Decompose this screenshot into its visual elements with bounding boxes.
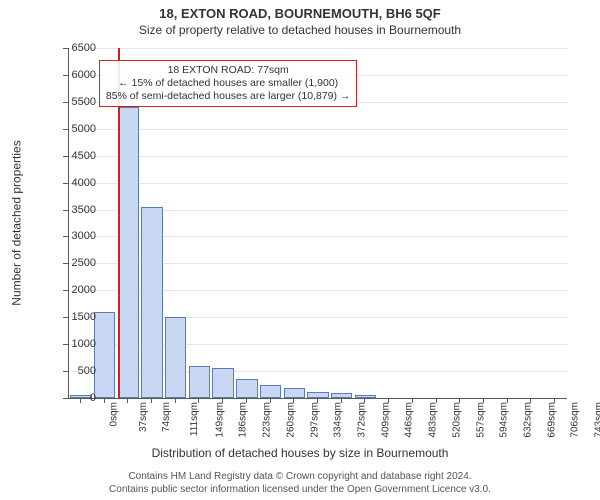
- x-tick-mark: [317, 398, 318, 403]
- x-tick-mark: [104, 398, 105, 403]
- x-tick-label: 186sqm: [238, 402, 249, 438]
- x-tick-mark: [127, 398, 128, 403]
- chart-title-main: 18, EXTON ROAD, BOURNEMOUTH, BH6 5QF: [0, 6, 600, 21]
- x-tick-label: 483sqm: [428, 402, 439, 438]
- x-tick-label: 669sqm: [546, 402, 557, 438]
- chart-title-sub: Size of property relative to detached ho…: [0, 23, 600, 37]
- x-tick-label: 706sqm: [570, 402, 581, 438]
- y-tick-label: 1000: [36, 338, 96, 350]
- y-tick-label: 1500: [36, 311, 96, 323]
- x-tick-label: 223sqm: [262, 402, 273, 438]
- x-tick-label: 632sqm: [523, 402, 534, 438]
- x-tick-label: 520sqm: [451, 402, 462, 438]
- x-tick-label: 409sqm: [380, 402, 391, 438]
- x-tick-mark: [246, 398, 247, 403]
- y-tick-label: 2000: [36, 284, 96, 296]
- plot-area: 18 EXTON ROAD: 77sqm← 15% of detached ho…: [68, 48, 567, 399]
- x-tick-label: 111sqm: [189, 402, 200, 436]
- annotation-layer: 18 EXTON ROAD: 77sqm← 15% of detached ho…: [69, 48, 567, 398]
- y-axis-label-text: Number of detached properties: [10, 140, 24, 305]
- x-tick-label: 557sqm: [475, 402, 486, 438]
- footer-line-2: Contains public sector information licen…: [0, 484, 600, 497]
- x-tick-mark: [459, 398, 460, 403]
- y-tick-label: 4500: [36, 150, 96, 162]
- x-axis-label: Distribution of detached houses by size …: [0, 446, 600, 460]
- footer-line-1: Contains HM Land Registry data © Crown c…: [0, 471, 600, 484]
- y-tick-label: 500: [36, 365, 96, 377]
- x-tick-label: 594sqm: [499, 402, 510, 438]
- x-tick-mark: [507, 398, 508, 403]
- x-tick-label: 149sqm: [214, 402, 225, 438]
- x-tick-mark: [175, 398, 176, 403]
- x-tick-mark: [364, 398, 365, 403]
- x-tick-mark: [412, 398, 413, 403]
- y-tick-label: 6500: [36, 42, 96, 54]
- x-tick-label: 743sqm: [594, 402, 600, 438]
- chart-container: { "titles": { "main": "18, EXTON ROAD, B…: [0, 0, 600, 500]
- x-tick-label: 37sqm: [138, 402, 149, 432]
- x-tick-mark: [270, 398, 271, 403]
- x-tick-label: 74sqm: [161, 402, 172, 432]
- x-tick-mark: [388, 398, 389, 403]
- y-tick-label: 2500: [36, 257, 96, 269]
- y-tick-label: 5500: [36, 96, 96, 108]
- x-tick-label: 372sqm: [357, 402, 368, 438]
- footer: Contains HM Land Registry data © Crown c…: [0, 471, 600, 496]
- annotation-line-2: ← 15% of detached houses are smaller (1,…: [106, 77, 351, 90]
- x-tick-mark: [530, 398, 531, 403]
- x-tick-mark: [554, 398, 555, 403]
- x-tick-mark: [198, 398, 199, 403]
- x-tick-mark: [80, 398, 81, 403]
- x-tick-mark: [483, 398, 484, 403]
- x-tick-label: 446sqm: [404, 402, 415, 438]
- x-tick-mark: [436, 398, 437, 403]
- annotation-line-3: 85% of semi-detached houses are larger (…: [106, 90, 351, 103]
- y-tick-label: 0: [36, 392, 96, 404]
- y-tick-label: 4000: [36, 177, 96, 189]
- x-tick-label: 334sqm: [333, 402, 344, 438]
- x-tick-mark: [151, 398, 152, 403]
- x-tick-label: 260sqm: [285, 402, 296, 438]
- x-tick-label: 0sqm: [108, 402, 119, 426]
- annotation-line-1: 18 EXTON ROAD: 77sqm: [106, 64, 351, 77]
- y-tick-label: 3500: [36, 204, 96, 216]
- x-tick-mark: [293, 398, 294, 403]
- x-tick-label: 297sqm: [309, 402, 320, 438]
- y-axis-label: Number of detached properties: [10, 48, 24, 398]
- x-tick-mark: [341, 398, 342, 403]
- x-tick-mark: [222, 398, 223, 403]
- annotation-box: 18 EXTON ROAD: 77sqm← 15% of detached ho…: [99, 60, 358, 107]
- y-tick-label: 6000: [36, 69, 96, 81]
- y-tick-label: 3000: [36, 230, 96, 242]
- y-tick-label: 5000: [36, 123, 96, 135]
